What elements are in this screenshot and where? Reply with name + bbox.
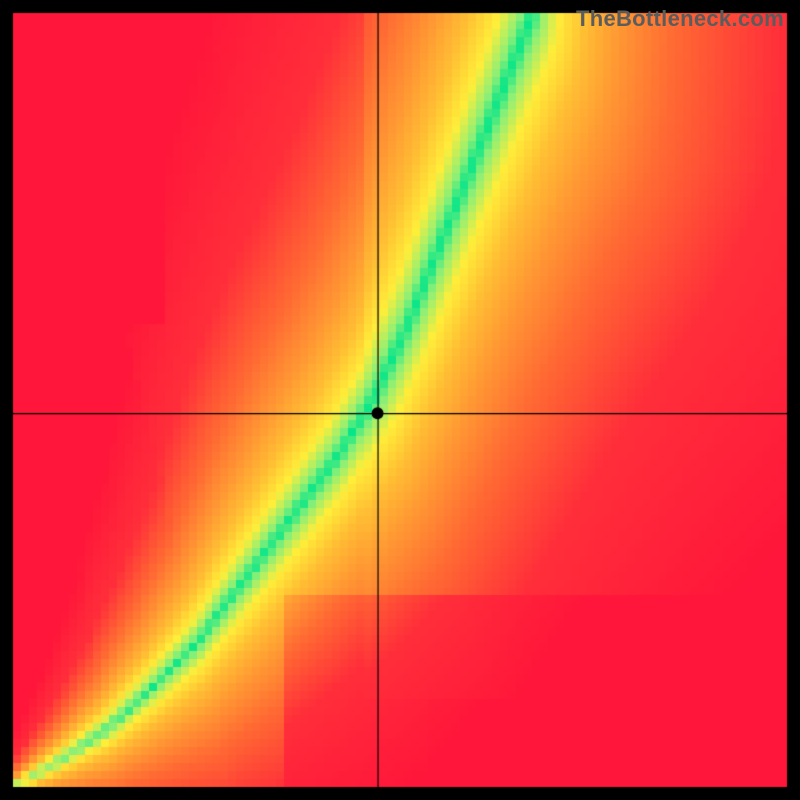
watermark-text: TheBottleneck.com (576, 6, 784, 32)
bottleneck-heatmap (0, 0, 800, 800)
